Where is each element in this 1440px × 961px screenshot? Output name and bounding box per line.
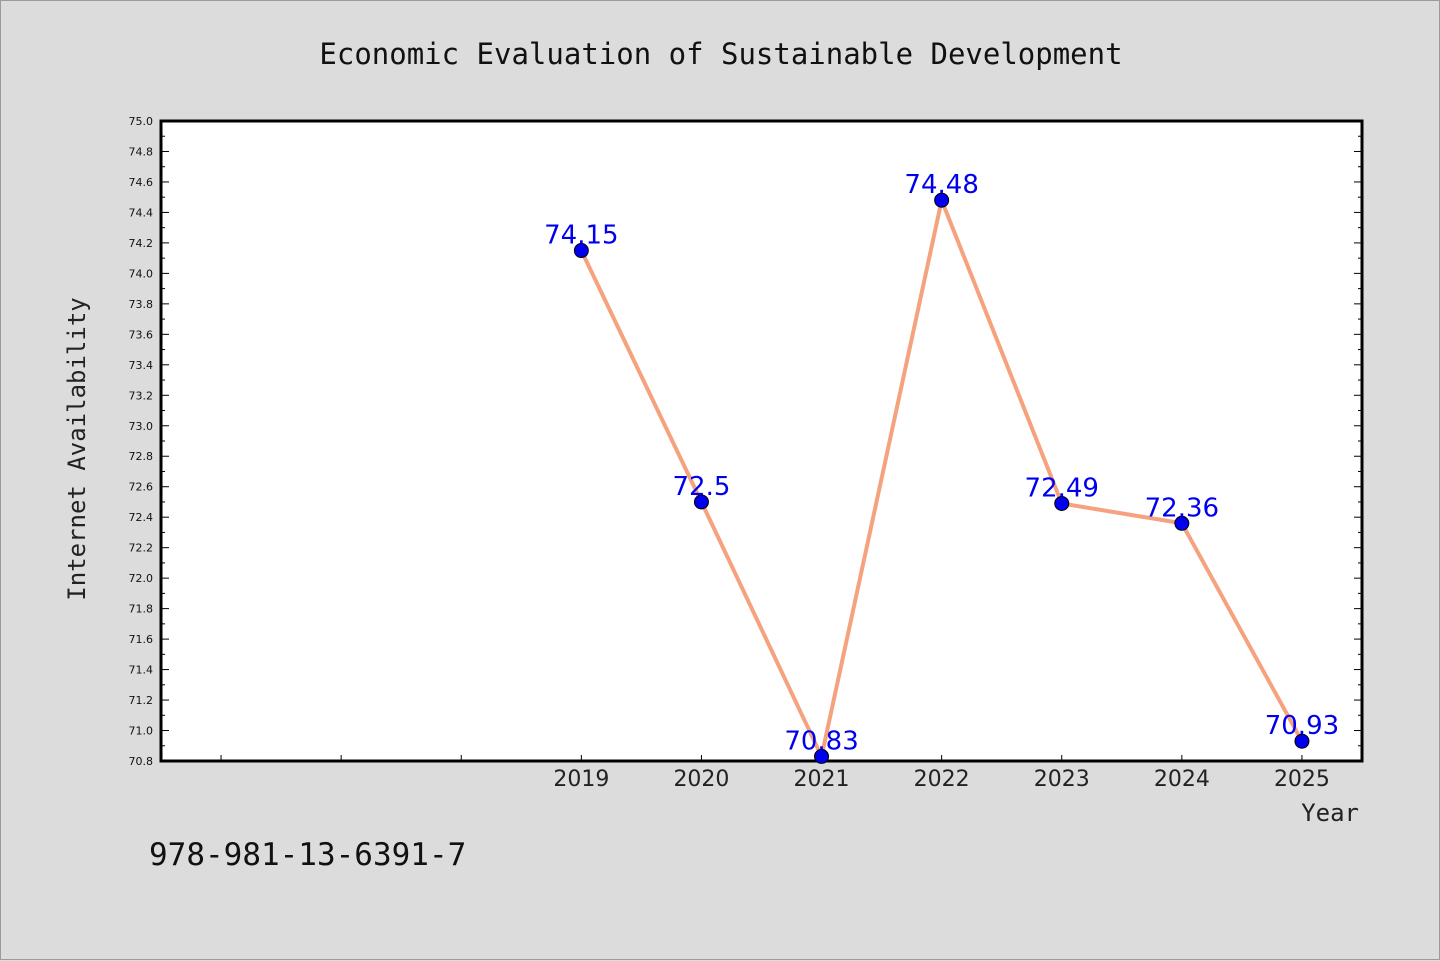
data-label: 74.48 [904,170,978,200]
data-point [1174,515,1190,531]
x-tick-label: 2023 [1034,767,1090,792]
y-axis: 70.8 71.0 71.2 71.4 71.6 71.8 72.0 72.2 72.4 72.6… [129,115,1362,768]
y-tick-label: 73.8 [129,298,154,311]
x-axis-title: Year [1301,799,1359,827]
x-tick-label: 2020 [673,767,729,792]
chart-title: Economic Evaluation of Sustainable Devel… [319,37,1122,71]
data-point [573,243,589,259]
y-tick-label: 74.2 [129,237,154,250]
data-label: 70.93 [1265,711,1339,741]
y-tick-label: 71.2 [129,694,154,707]
data-point [814,748,830,764]
y-tick-label: 75.0 [129,115,154,128]
y-tick-label: 74.0 [129,267,154,280]
x-tick-label: 2022 [914,767,970,792]
x-tick-label: 2019 [553,767,609,792]
y-tick-label: 71.8 [129,603,154,616]
data-labels: 74.15 72.5 70.83 74.48 72.49 72.36 70.93 [544,170,1339,756]
y-tick-label: 72.4 [129,511,154,524]
y-tick-label: 73.2 [129,389,154,402]
y-tick-label: 71.4 [129,664,154,677]
x-tick-label: 2024 [1154,767,1210,792]
data-point [1054,495,1070,511]
x-tick-label: 2021 [794,767,850,792]
data-label: 74.15 [544,221,618,251]
y-tick-label: 72.6 [129,481,154,494]
isbn-text: 978-981-13-6391-7 [149,837,466,873]
x-axis: 2019 2020 2021 2022 2023 2024 2025 [220,755,1330,792]
data-label: 70.83 [784,726,858,756]
data-point [693,494,709,510]
y-tick-label: 74.6 [129,176,154,189]
y-tick-label: 70.8 [129,755,154,768]
series-line-group [573,192,1310,764]
y-tick-label: 73.4 [129,359,154,372]
y-tick-label: 73.6 [129,328,154,341]
y-tick-label: 73.0 [129,420,154,433]
data-label: 72.36 [1145,493,1219,523]
y-tick-label: 72.8 [129,450,154,463]
x-tick-label: 2025 [1274,767,1330,792]
y-tick-label: 71.0 [129,725,154,738]
data-point [1294,733,1310,749]
y-tick-label: 74.8 [129,145,154,158]
y-tick-label: 71.6 [129,633,154,646]
y-tick-label: 72.0 [129,572,154,585]
plot-area [159,119,1364,763]
data-label: 72.5 [673,472,731,502]
y-tick-label: 74.4 [129,206,154,219]
y-tick-label: 72.2 [129,542,154,555]
data-point [934,192,950,208]
y-axis-title: Internet Availability [63,297,91,600]
data-label: 72.49 [1025,473,1099,503]
